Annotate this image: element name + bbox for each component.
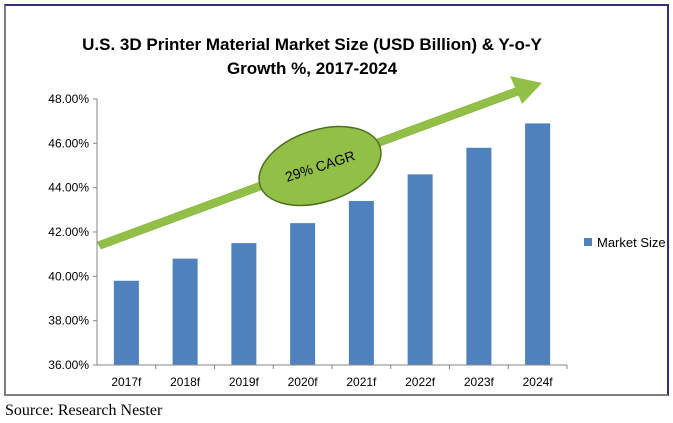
bar-2021f [348, 200, 374, 365]
chart: U.S. 3D Printer Material Market Size (US… [48, 35, 666, 389]
legend-label: Market Size [597, 235, 666, 250]
y-tick-label: 48.00% [48, 92, 89, 106]
x-tick-label: 2020f [288, 375, 319, 389]
y-tick-label: 46.00% [48, 136, 89, 150]
bar-2024f [525, 123, 551, 365]
bar-2023f [466, 147, 492, 365]
y-axis: 36.00% 38.00% 40.00% 42.00% 44.00% 46.00% 48.0… [48, 92, 98, 372]
source-note: Source: Research Nester [5, 402, 163, 419]
y-tick-label: 38.00% [48, 314, 89, 328]
bars [113, 123, 551, 365]
y-tick-label: 40.00% [48, 269, 89, 283]
bar-2019f [231, 243, 257, 365]
bar-2017f [113, 280, 139, 365]
bar-2018f [172, 258, 198, 365]
x-axis: 2017f 2018f 2019f 2020f 2021f 2022f 2023f 2024f [97, 364, 568, 389]
chart-title-line2: Growth %, 2017-2024 [227, 59, 398, 78]
cagr-ellipse [258, 125, 382, 207]
cagr-callout: 29% CAGR [258, 125, 382, 207]
chart-title-line1: U.S. 3D Printer Material Market Size (US… [82, 35, 542, 54]
x-tick-label: 2022f [405, 375, 436, 389]
legend: Market Size [584, 235, 666, 250]
bar-2022f [407, 174, 433, 365]
legend-swatch [584, 238, 592, 246]
bar-2020f [290, 223, 316, 365]
cagr-arrow-head [510, 76, 542, 104]
y-tick-label: 42.00% [48, 225, 89, 239]
x-tick-label: 2023f [464, 375, 495, 389]
y-tick-label: 44.00% [48, 181, 89, 195]
x-tick-label: 2019f [229, 375, 260, 389]
chart-frame [4, 4, 669, 396]
x-tick-label: 2021f [346, 375, 377, 389]
y-tick-label: 36.00% [48, 358, 89, 372]
x-tick-label: 2024f [523, 375, 554, 389]
x-tick-label: 2018f [170, 375, 201, 389]
x-tick-label: 2017f [111, 375, 142, 389]
